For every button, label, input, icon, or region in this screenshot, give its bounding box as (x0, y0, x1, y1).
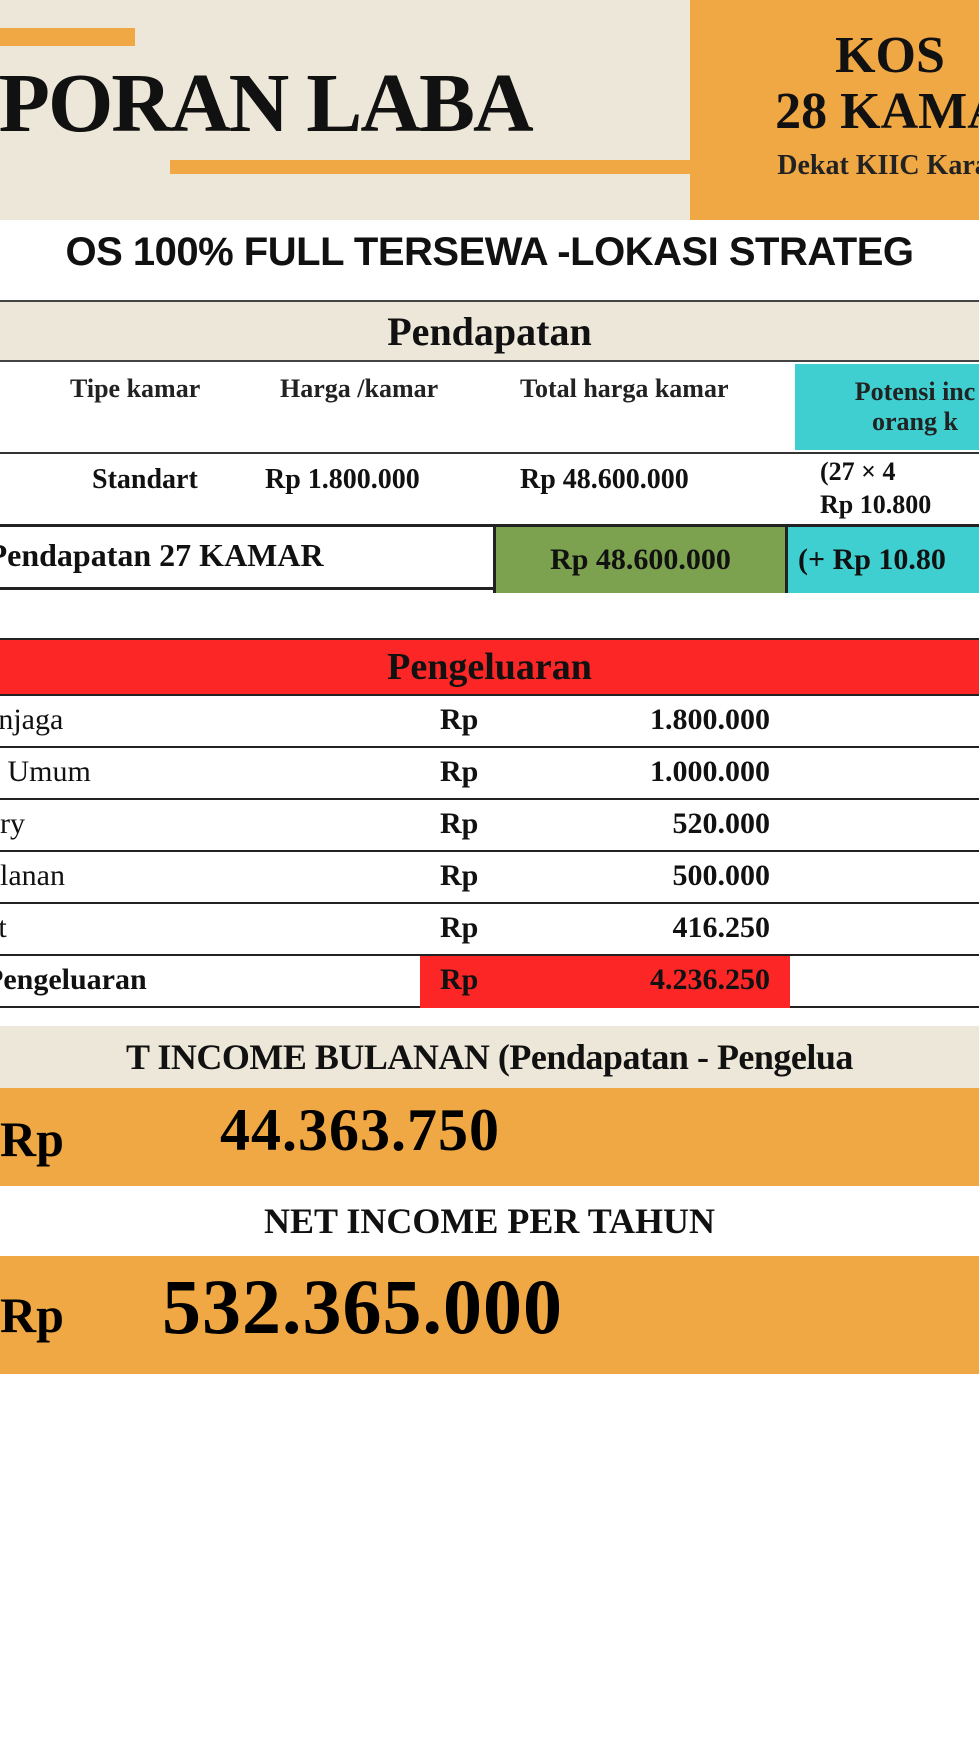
expense-amount: 500.000 (570, 859, 770, 893)
cell-total: Rp 48.600.000 (520, 464, 689, 496)
expense-amount: 1.800.000 (570, 703, 770, 737)
section-header-pendapatan: Pendapatan (0, 300, 979, 362)
net-income-yearly: Rp 532.365.000 (0, 1256, 979, 1374)
expense-amount: 520.000 (570, 807, 770, 841)
cell-tipe: Standart (92, 464, 198, 496)
col-header-harga: Harga /kamar (280, 374, 438, 404)
pendapatan-total-value: Rp 48.600.000 (493, 527, 788, 593)
subtitle: OS 100% FULL TERSEWA -LOKASI STRATEG (0, 230, 979, 275)
net-income-header: T INCOME BULANAN (Pendapatan - Pengelua (0, 1026, 979, 1088)
expense-currency: Rp (440, 703, 478, 737)
col-header-potensi-l2: orang k (872, 407, 958, 437)
pendapatan-total-row: L Pendapatan 27 KAMAR Rp 48.600.000 (+ R… (0, 524, 979, 590)
net-monthly-currency: Rp (0, 1110, 64, 1168)
expense-label: enjaga (0, 703, 63, 737)
expense-row: k Umum Rp 1.000.000 (0, 748, 979, 800)
kos-title-line2: 28 KAMA (700, 82, 979, 141)
pengeluaran-table: enjaga Rp 1.800.000 k Umum Rp 1.000.000 … (0, 696, 979, 1008)
expense-row: enjaga Rp 1.800.000 (0, 696, 979, 748)
pendapatan-total-label: L Pendapatan 27 KAMAR (0, 537, 324, 574)
expense-currency: Rp (440, 755, 478, 789)
net-monthly-value: 44.363.750 (220, 1096, 500, 1165)
expense-currency: Rp (440, 807, 478, 841)
expense-amount: 416.250 (570, 911, 770, 945)
expense-total-label: Pengeluaran (0, 963, 147, 997)
section-header-pengeluaran: Pengeluaran (0, 638, 979, 696)
col-header-total: Total harga kamar (520, 374, 729, 404)
page-title: APORAN LABA (0, 55, 532, 152)
expense-currency: Rp (440, 911, 478, 945)
expense-label: k Umum (0, 755, 91, 789)
cell-calc-l2: Rp 10.800 (820, 490, 931, 519)
expense-label: ulanan (0, 859, 65, 893)
accent-bar-mid (170, 160, 690, 174)
expense-total-row: Pengeluaran Rp 4.236.250 (0, 956, 979, 1008)
pendapatan-table-header: ar Tipe kamar Harga /kamar Total harga k… (0, 362, 979, 452)
expense-total-currency: Rp (440, 963, 478, 997)
expense-amount: 1.000.000 (570, 755, 770, 789)
cell-calc: (27 × 4 Rp 10.800 (820, 456, 931, 521)
expense-label: et (0, 911, 7, 945)
expense-label: dry (0, 807, 25, 841)
net-income-monthly: Rp 44.363.750 (0, 1088, 979, 1186)
accent-bar-top (0, 28, 135, 46)
expense-row: et Rp 416.250 (0, 904, 979, 956)
expense-row: ulanan Rp 500.000 (0, 852, 979, 904)
cell-harga: Rp 1.800.000 (265, 464, 420, 496)
col-header-potensi: Potensi inc orang k (795, 364, 979, 450)
expense-total-amount: 4.236.250 (570, 963, 770, 997)
kos-subtitle: Dekat KIIC Karav (700, 150, 979, 182)
pendapatan-row: Standart Rp 1.800.000 Rp 48.600.000 (27 … (0, 452, 979, 524)
pendapatan-total-plus: (+ Rp 10.80 (788, 527, 979, 593)
expense-currency: Rp (440, 859, 478, 893)
net-yearly-value: 532.365.000 (162, 1262, 563, 1352)
header-right-panel: KOS 28 KAMA Dekat KIIC Karav (690, 0, 979, 220)
col-header-tipe: Tipe kamar (70, 374, 200, 404)
col-header-potensi-l1: Potensi inc (855, 377, 976, 407)
net-income-per-year-header: NET INCOME PER TAHUN (0, 1200, 979, 1242)
kos-title-line1: KOS (700, 26, 979, 85)
net-yearly-currency: Rp (0, 1286, 64, 1344)
cell-calc-l1: (27 × 4 (820, 457, 895, 486)
expense-row: dry Rp 520.000 (0, 800, 979, 852)
